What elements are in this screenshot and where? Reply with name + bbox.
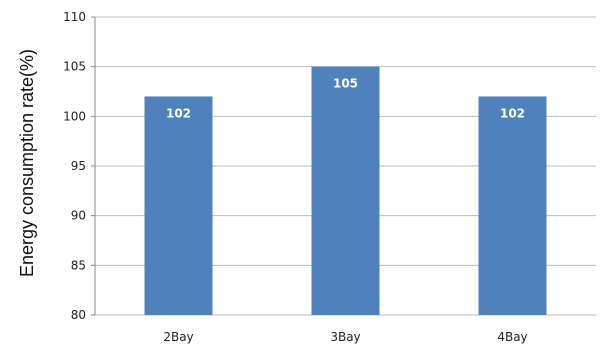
y-tick-label: 100	[63, 109, 86, 123]
x-tick-labels: 2Bay 3Bay 4Bay	[163, 330, 527, 344]
bars	[144, 66, 547, 316]
y-axis-label: Energy consumption rate(%)	[17, 49, 37, 277]
data-label: 105	[333, 77, 358, 91]
data-labels: 102 105 102	[166, 77, 525, 121]
x-tick-label: 2Bay	[163, 330, 193, 344]
bar-3Bay	[311, 66, 380, 316]
y-tick-label: 85	[71, 258, 86, 272]
x-tick-label: 4Bay	[497, 330, 527, 344]
bar-4Bay	[478, 96, 547, 315]
y-tick-label: 110	[63, 10, 86, 24]
y-tick-label: 90	[71, 209, 86, 223]
x-tick-label: 3Bay	[330, 330, 360, 344]
y-tick-label: 80	[71, 308, 86, 322]
bar-2Bay	[144, 96, 213, 315]
y-tick-label: 105	[63, 60, 86, 74]
y-tick-label: 95	[71, 159, 86, 173]
data-label: 102	[500, 106, 525, 120]
data-label: 102	[166, 106, 191, 120]
y-tick-labels: 80 85 90 95 100 105 110	[63, 10, 86, 322]
